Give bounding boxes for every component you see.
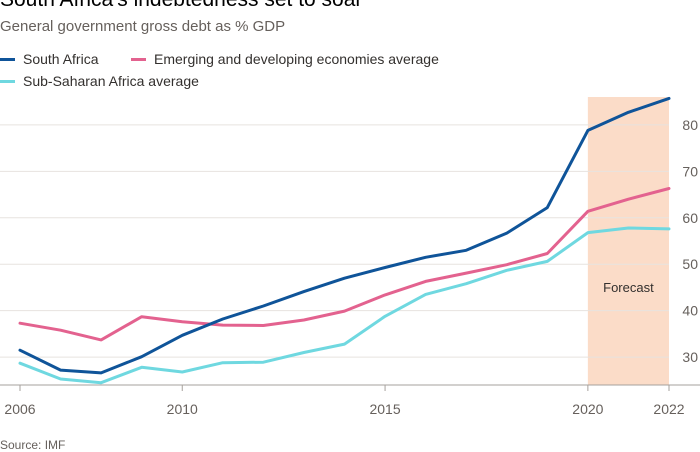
chart-source: Source: IMF (0, 438, 66, 452)
y-tick-label: 40 (682, 303, 698, 319)
y-tick-label: 50 (682, 256, 698, 272)
chart-title: South Africa's indebtedness set to soar (0, 0, 362, 12)
legend-swatch-south-africa (0, 57, 15, 61)
x-tick-label: 2006 (4, 401, 35, 417)
legend-item-south-africa: South Africa (0, 51, 99, 67)
y-tick-label: 30 (682, 349, 698, 365)
chart-subtitle: General government gross debt as % GDP (0, 18, 286, 35)
legend-label-sub-saharan-africa: Sub-Saharan Africa average (23, 73, 199, 89)
legend-swatch-emerging-economies (131, 57, 146, 61)
legend-item-sub-saharan-africa: Sub-Saharan Africa average (0, 73, 199, 89)
legend-label-emerging-economies: Emerging and developing economies averag… (154, 51, 439, 67)
y-tick-label: 60 (682, 210, 698, 226)
x-tick-label: 2020 (572, 401, 603, 417)
forecast-label: Forecast (603, 280, 654, 295)
forecast-band (587, 97, 669, 385)
series-line-sub-saharan-africa-average (18, 226, 671, 385)
y-tick-label: 70 (682, 163, 698, 179)
legend-swatch-sub-saharan-africa (0, 79, 15, 83)
x-tick-label: 2010 (167, 401, 198, 417)
series-line-emerging-and-developing-economies-average (18, 187, 671, 342)
x-tick-label: 2022 (653, 401, 684, 417)
series-line-south-africa (18, 96, 671, 375)
y-tick-label: 80 (682, 117, 698, 133)
legend-label-south-africa: South Africa (23, 51, 99, 67)
x-tick-label: 2015 (369, 401, 400, 417)
legend-item-emerging-economies: Emerging and developing economies averag… (131, 51, 439, 67)
